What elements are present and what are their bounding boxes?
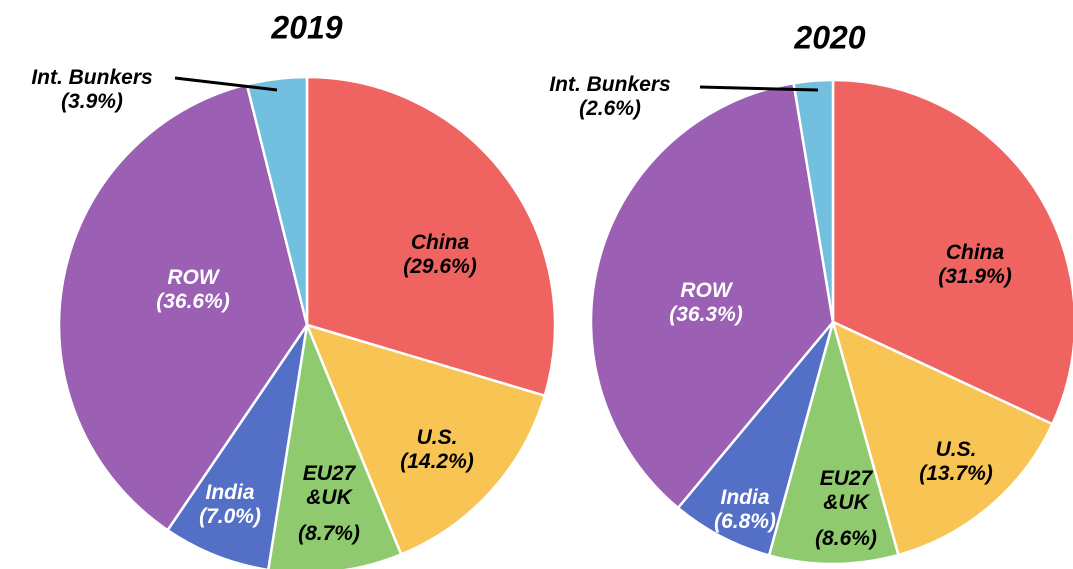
slice-label: EU27 &UK xyxy=(302,462,356,509)
pie-slice xyxy=(304,323,547,557)
slice-value-label: (3.9%) xyxy=(61,90,123,113)
pie-slice xyxy=(165,324,309,569)
slice-value-label: (8.7%) xyxy=(298,522,360,545)
slice-label: U.S. xyxy=(935,438,977,461)
slice-value-label: (13.7%) xyxy=(919,462,993,485)
slice-value-label: (2.6%) xyxy=(579,97,641,120)
pie-slice xyxy=(831,319,1055,557)
pie-slice xyxy=(767,317,900,566)
slice-value-label: (14.2%) xyxy=(400,450,474,473)
slice-label: ROW xyxy=(167,266,219,289)
slice-label: ROW xyxy=(680,279,732,302)
pie-slice xyxy=(589,81,835,510)
chart-title: 2019 xyxy=(271,9,343,46)
slice-label: EU27 &UK xyxy=(819,467,873,514)
slice-value-label: (7.0%) xyxy=(199,505,261,528)
slice-label: India xyxy=(720,486,770,509)
pie-slice xyxy=(57,82,309,532)
leader-line xyxy=(699,85,819,92)
chart-title: 2020 xyxy=(794,19,866,56)
pie-slice xyxy=(792,78,835,323)
leader-line xyxy=(174,76,278,92)
slice-value-label: (36.6%) xyxy=(156,290,230,313)
slice-value-label: (31.9%) xyxy=(938,265,1012,288)
pie-slice xyxy=(305,75,557,398)
slice-value-label: (29.6%) xyxy=(403,255,477,278)
pie-slice xyxy=(831,78,1073,426)
slice-label: U.S. xyxy=(416,426,458,449)
slice-value-label: (8.6%) xyxy=(815,527,877,550)
slice-value-label: (36.3%) xyxy=(669,303,743,326)
pie-slice xyxy=(245,75,309,326)
slice-label: Int. Bunkers xyxy=(549,73,671,96)
pie-slice xyxy=(267,320,403,569)
slice-label: India xyxy=(205,481,255,504)
slice-label: China xyxy=(945,241,1005,264)
slice-label: Int. Bunkers xyxy=(31,66,153,89)
slice-value-label: (6.8%) xyxy=(714,510,776,533)
slice-label: China xyxy=(410,231,470,254)
